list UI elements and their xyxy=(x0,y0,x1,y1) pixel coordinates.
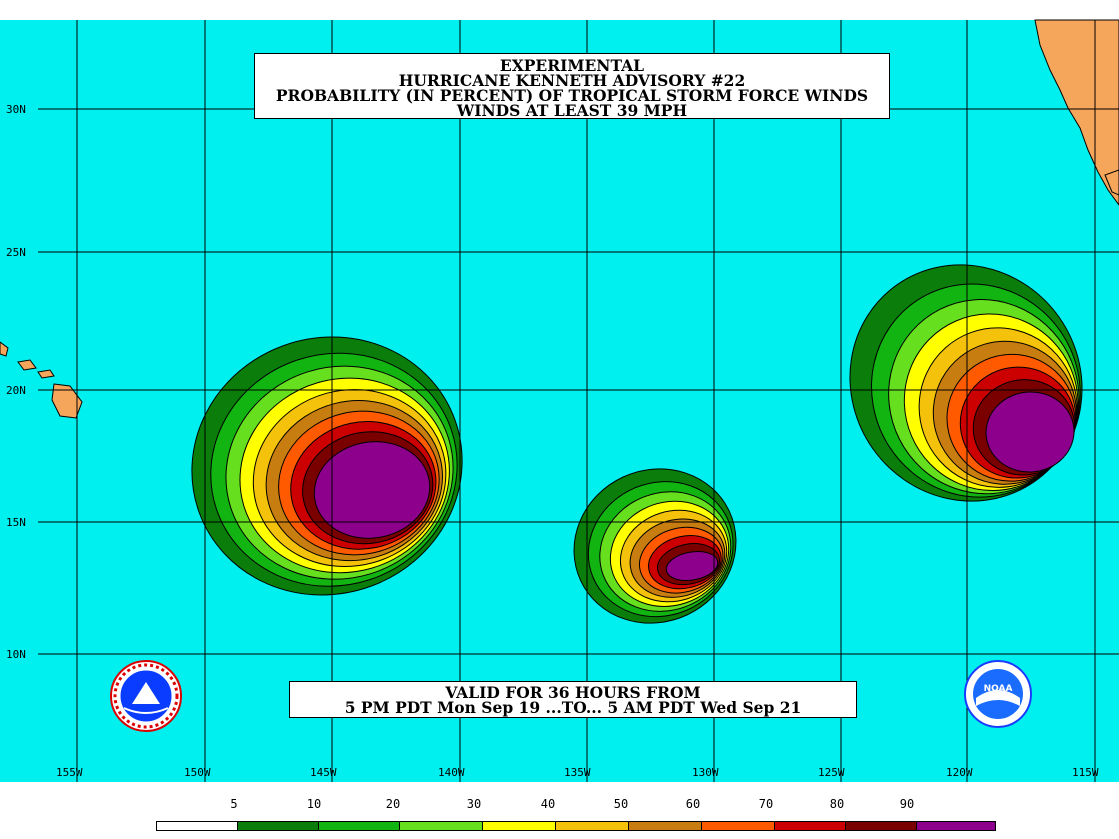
legend-label-40: 40 xyxy=(540,797,556,811)
legend-swatch-0-5 xyxy=(156,821,238,831)
legend-swatch-50-60 xyxy=(628,821,702,831)
lon-label-140w: 140W xyxy=(438,766,465,779)
legend-swatch-80-90 xyxy=(845,821,917,831)
storm-east-level-10 xyxy=(985,391,1075,473)
hawaii-oahu xyxy=(17,359,37,371)
lon-label-115w: 115W xyxy=(1072,766,1099,779)
legend-label-30: 30 xyxy=(466,797,482,811)
lon-label-145w: 145W xyxy=(310,766,337,779)
legend-label-50: 50 xyxy=(613,797,629,811)
legend-label-80: 80 xyxy=(829,797,845,811)
legend-swatch-10-20 xyxy=(318,821,400,831)
lat-label-25n: 25N xyxy=(6,246,26,259)
probability-legend: 5 10 20 30 40 50 60 70 80 90 xyxy=(156,797,996,833)
lon-label-125w: 125W xyxy=(818,766,845,779)
storm-west-contours xyxy=(191,336,463,596)
title-line-4: WINDS AT LEAST 39 MPH xyxy=(456,101,688,120)
legend-label-10: 10 xyxy=(306,797,322,811)
storm-west-level-10 xyxy=(313,441,431,539)
land-areas xyxy=(0,19,1119,419)
valid-line-1: VALID FOR 36 HOURS FROM xyxy=(445,683,701,702)
lon-label-135w: 135W xyxy=(564,766,591,779)
legend-label-90: 90 xyxy=(899,797,915,811)
legend-label-20: 20 xyxy=(385,797,401,811)
lat-label-30n: 30N xyxy=(6,103,26,116)
title-line-1: EXPERIMENTAL xyxy=(499,56,645,75)
mexico-mainland xyxy=(1104,169,1119,196)
legend-swatch-40-50 xyxy=(555,821,629,831)
lon-label-150w: 150W xyxy=(184,766,211,779)
legend-swatch-30-40 xyxy=(482,821,556,831)
title-line-3: PROBABILITY (IN PERCENT) OF TROPICAL STO… xyxy=(275,86,869,105)
legend-color-bar xyxy=(156,821,996,831)
hawaii-big-island xyxy=(51,383,83,419)
legend-swatch-20-30 xyxy=(399,821,483,831)
legend-label-5: 5 xyxy=(230,797,238,811)
title-line-2: HURRICANE KENNETH ADVISORY #22 xyxy=(398,71,746,90)
mexico-coast xyxy=(1034,19,1119,206)
storm-central-contours xyxy=(573,468,737,624)
legend-swatch-60-70 xyxy=(701,821,775,831)
storm-east-contours xyxy=(849,264,1083,502)
lon-label-130w: 130W xyxy=(692,766,719,779)
noaa-logo-text: NOAA xyxy=(984,684,1013,694)
noaa-logo-icon: NOAA xyxy=(964,660,1032,728)
hawaii-kauai xyxy=(0,341,9,357)
nws-logo-icon xyxy=(110,660,182,732)
legend-swatch-5-10 xyxy=(237,821,319,831)
probability-contours xyxy=(191,264,1083,624)
valid-period-box: VALID FOR 36 HOURS FROM 5 PM PDT Mon Sep… xyxy=(289,681,857,718)
title-box: EXPERIMENTAL HURRICANE KENNETH ADVISORY … xyxy=(254,53,890,119)
hawaii-maui xyxy=(37,369,55,379)
legend-swatch-90-100 xyxy=(916,821,996,831)
lat-label-10n: 10N xyxy=(6,648,26,661)
storm-central-level-10 xyxy=(665,550,719,582)
lon-label-120w: 120W xyxy=(946,766,973,779)
valid-line-2: 5 PM PDT Mon Sep 19 ...TO... 5 AM PDT We… xyxy=(344,698,802,717)
legend-label-70: 70 xyxy=(758,797,774,811)
lon-label-155w: 155W xyxy=(56,766,83,779)
lat-label-15n: 15N xyxy=(6,516,26,529)
legend-swatch-70-80 xyxy=(774,821,846,831)
legend-label-60: 60 xyxy=(685,797,701,811)
lat-label-20n: 20N xyxy=(6,384,26,397)
